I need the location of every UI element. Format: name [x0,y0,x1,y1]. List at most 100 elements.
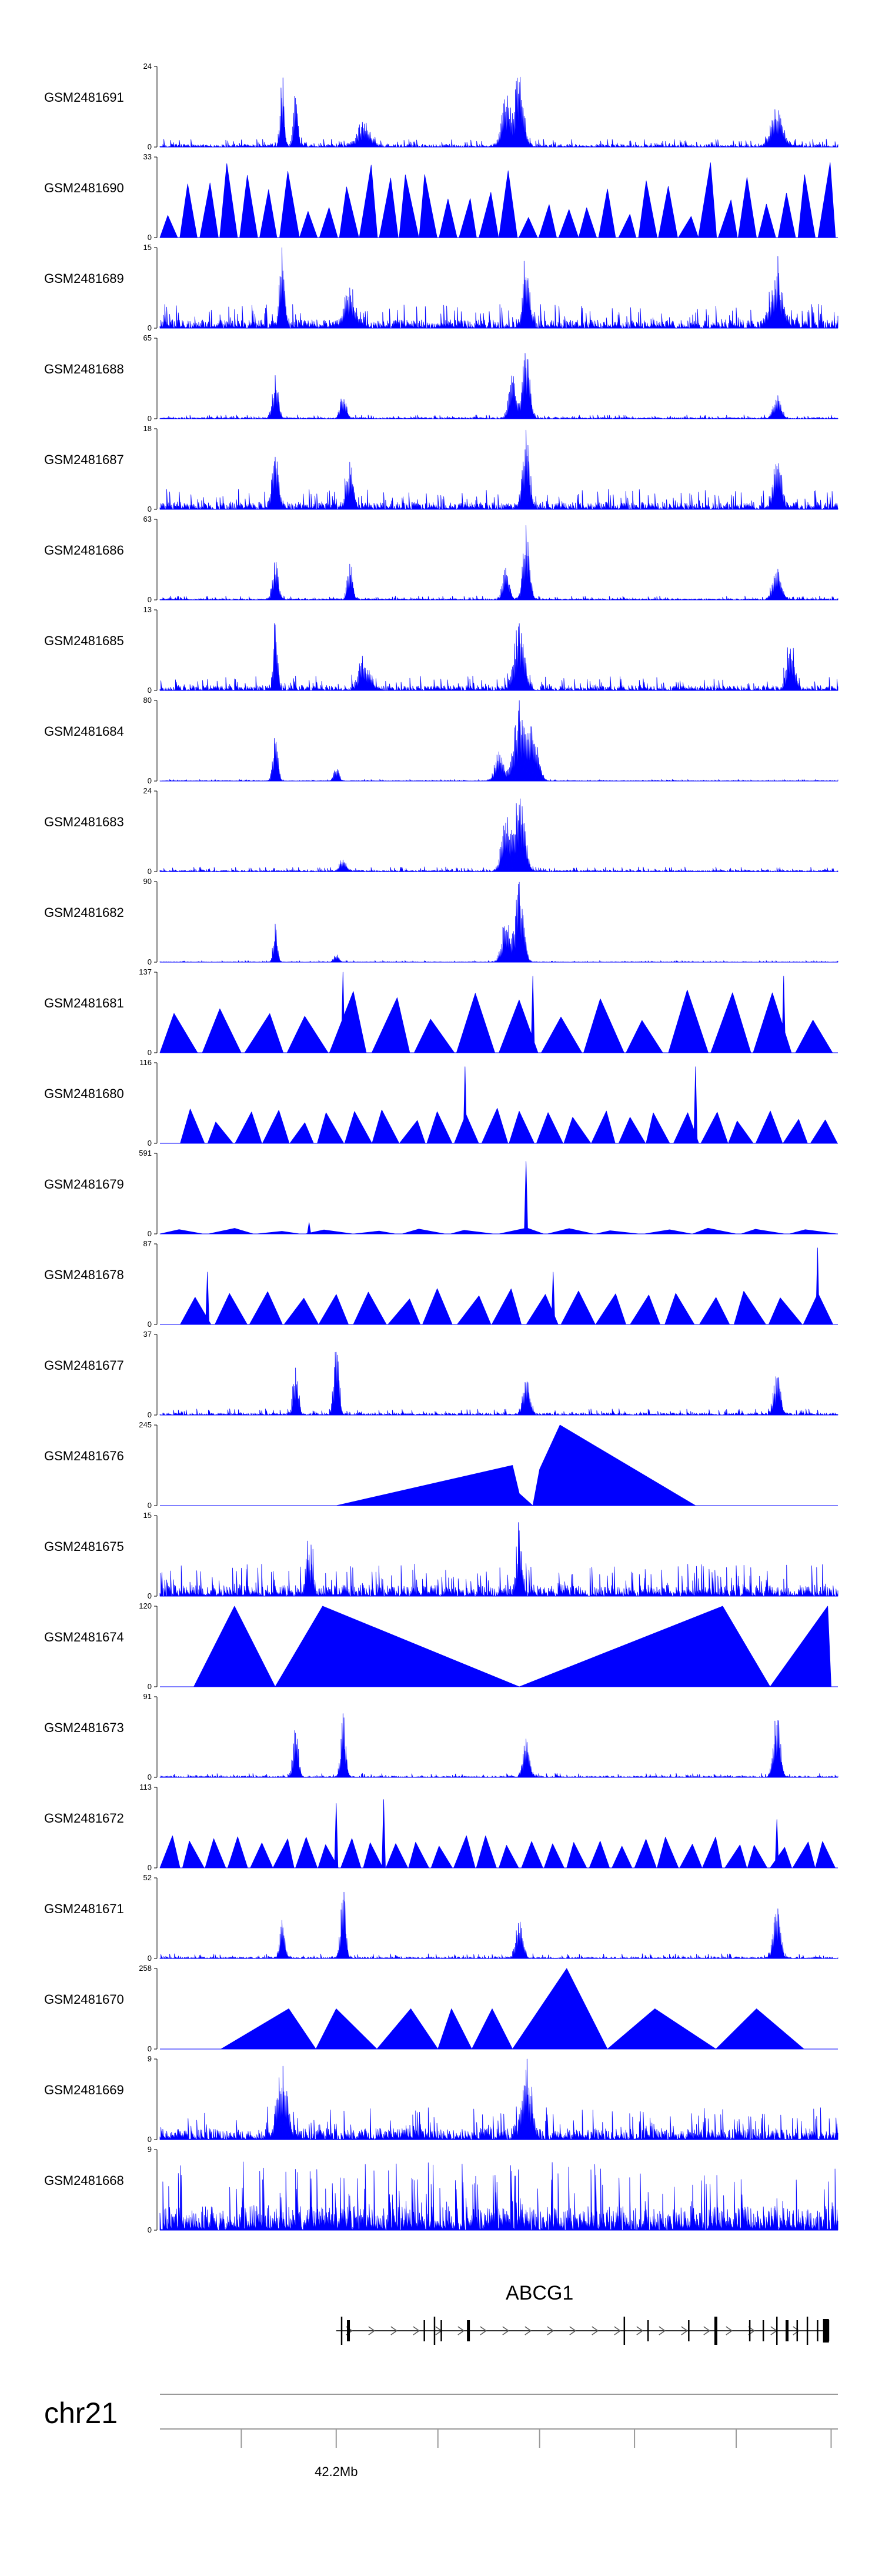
strand-arrow [703,2326,711,2335]
y-max-label: 15 [143,1511,152,1520]
track-name-label: GSM2481678 [44,1267,124,1282]
y-min-label: 0 [148,1501,152,1510]
y-max-label: 18 [143,424,152,433]
signal-area [159,429,838,510]
genome-axis: chr21 42.2Mb [44,2394,838,2479]
track-GSM2481679: GSM2481679 591 0 [44,1149,838,1238]
exon-mark [433,2317,436,2345]
track-name-label: GSM2481686 [44,543,124,558]
exon-mark [817,2320,818,2341]
signal-area [220,1968,804,2050]
track-name-label: GSM2481668 [44,2173,124,2188]
signal-area [159,798,838,872]
exon-mark [340,2317,343,2345]
y-min-label: 0 [148,776,152,785]
signal-area [159,76,838,148]
track-GSM2481680: GSM2481680 116 0 [44,1058,838,1147]
y-min-label: 0 [148,1048,152,1057]
track-name-label: GSM2481672 [44,1811,124,1826]
signal-area [159,162,836,238]
track-GSM2481688: GSM2481688 65 0 [44,333,838,423]
track-GSM2481669: GSM2481669 9 0 [44,2054,838,2144]
track-GSM2481690: GSM2481690 33 0 [44,152,838,242]
strand-arrow [569,2326,577,2335]
y-max-label: 137 [139,967,152,976]
exon-mark [347,2320,350,2341]
track-name-label: GSM2481673 [44,1720,124,1735]
signal-area [193,1606,831,1687]
track-GSM2481687: GSM2481687 18 0 [44,424,838,513]
chromosome-label: chr21 [44,2397,118,2430]
signal-area [159,1799,836,1868]
track-name-label: GSM2481669 [44,2083,124,2097]
exon-mark [786,2320,789,2341]
y-max-label: 87 [143,1239,152,1248]
strand-arrow [547,2326,554,2335]
track-name-label: GSM2481677 [44,1358,124,1373]
y-max-label: 258 [139,1964,152,1973]
exon-mark [776,2317,778,2345]
track-GSM2481673: GSM2481673 91 0 [44,1692,838,1781]
track-GSM2481678: GSM2481678 87 0 [44,1239,838,1329]
y-min-label: 0 [148,323,152,332]
y-min-label: 0 [148,505,152,513]
exon-mark [423,2320,425,2341]
exon-mark [796,2320,799,2341]
signal-area [159,525,838,600]
track-name-label: GSM2481687 [44,452,124,467]
y-min-label: 0 [148,1682,152,1691]
y-min-label: 0 [148,2044,152,2053]
y-min-label: 0 [148,414,152,423]
strand-arrow [793,2326,800,2335]
y-min-label: 0 [148,1773,152,1781]
track-name-label: GSM2481670 [44,1992,124,2007]
y-max-label: 116 [139,1058,152,1067]
track-GSM2481672: GSM2481672 113 0 [44,1783,838,1872]
y-max-label: 591 [139,1149,152,1157]
exon-mark [440,2320,442,2341]
signal-area [159,623,838,691]
y-min-label: 0 [148,1320,152,1329]
y-min-label: 0 [148,1954,152,1963]
y-max-label: 120 [139,1601,152,1610]
track-GSM2481682: GSM2481682 90 0 [44,877,838,966]
track-GSM2481689: GSM2481689 15 0 [44,243,838,332]
signal-area [159,2161,838,2231]
track-name-label: GSM2481680 [44,1086,124,1101]
signal-area [159,1713,838,1778]
gene-annotation-track: ABCG1 [336,2282,830,2345]
signal-area [159,2058,838,2140]
track-name-label: GSM2481690 [44,181,124,195]
y-max-label: 37 [143,1330,152,1339]
signal-tracks: GSM2481691240GSM2481690330GSM2481689150G… [44,62,838,2234]
exon-mark [762,2320,764,2341]
track-GSM2481668: GSM2481668 9 0 [44,2145,838,2234]
y-max-label: 24 [143,786,152,795]
track-name-label: GSM2481674 [44,1630,124,1644]
track-GSM2481677: GSM2481677 37 0 [44,1330,838,1419]
track-name-label: GSM2481675 [44,1539,124,1554]
y-max-label: 90 [143,877,152,886]
signal-area [159,700,838,782]
track-name-label: GSM2481671 [44,1901,124,1916]
x-axis-tick-label: 42.2Mb [315,2464,358,2479]
signal-area [159,1352,838,1416]
track-name-label: GSM2481681 [44,996,124,1010]
y-max-label: 15 [143,243,152,252]
y-min-label: 0 [148,142,152,151]
strand-arrow [524,2326,532,2335]
signal-area [159,1891,838,1959]
y-max-label: 245 [139,1420,152,1429]
exon-mark [714,2317,717,2345]
track-GSM2481691: GSM2481691 24 0 [44,62,838,151]
track-GSM2481685: GSM2481685 13 0 [44,605,838,695]
track-name-label: GSM2481683 [44,815,124,829]
exon-mark [806,2317,808,2345]
y-min-label: 0 [148,233,152,242]
y-max-label: 9 [148,2145,152,2154]
strand-arrow [659,2326,666,2335]
y-max-label: 91 [143,1692,152,1701]
strand-arrow [480,2326,487,2335]
track-name-label: GSM2481688 [44,362,124,376]
